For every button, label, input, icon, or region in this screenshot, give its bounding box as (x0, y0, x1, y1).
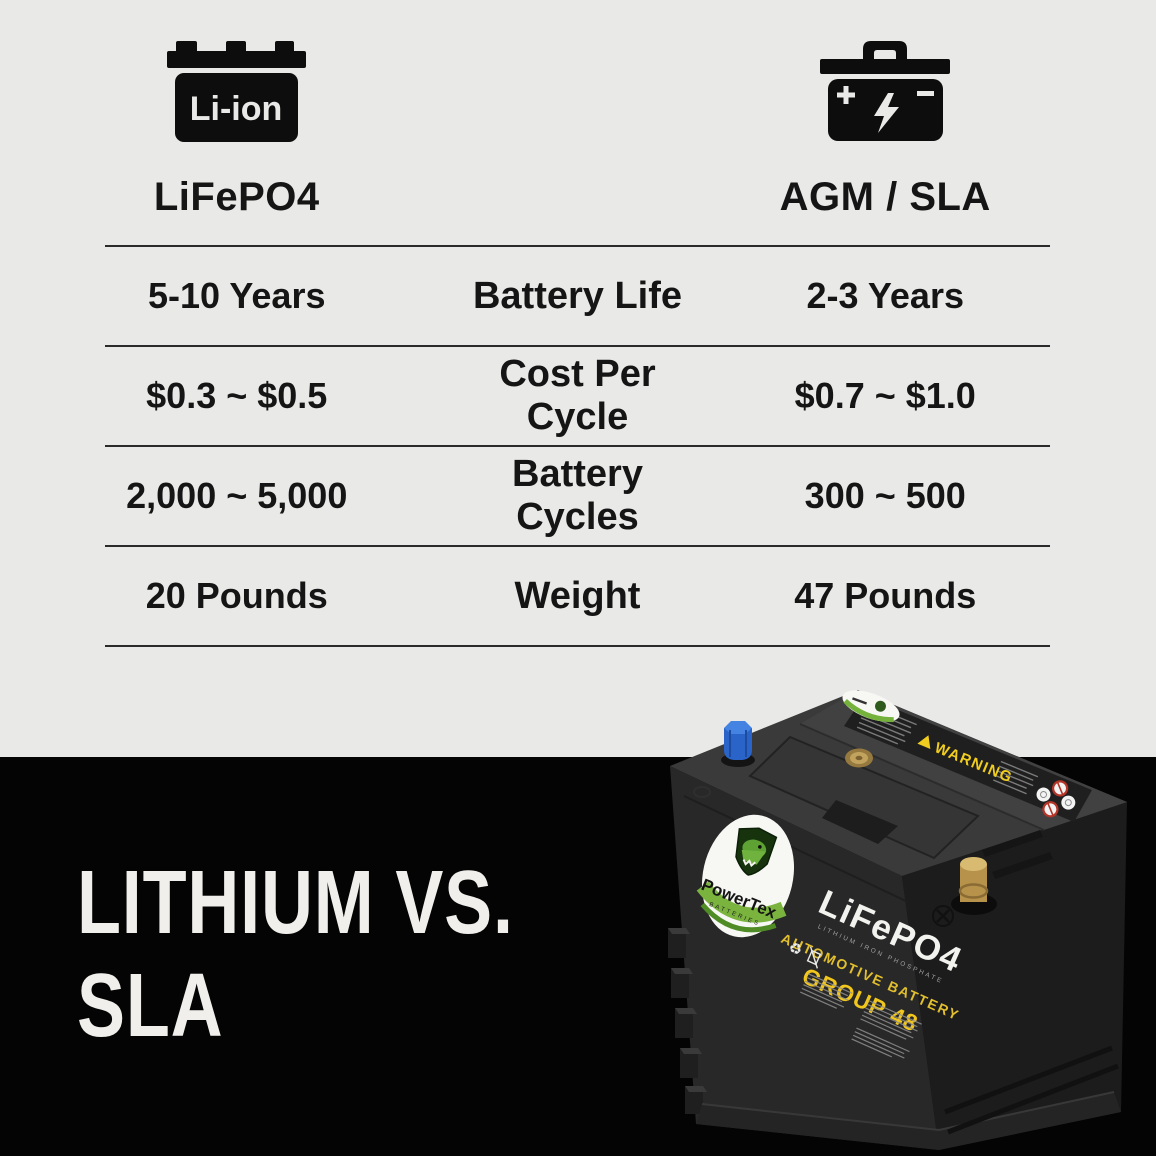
right-value: 300 ~ 500 (804, 475, 966, 516)
plus-icon (843, 86, 849, 104)
base-ledge (696, 1092, 1121, 1150)
table-row: 5-10 Years Battery Life 2-3 Years (105, 247, 1050, 347)
battery-top-bar (820, 59, 951, 74)
minus-icon (917, 91, 935, 96)
page-title-line1: LITHIUM VS. (77, 853, 514, 953)
right-column-title: AGM / SLA (779, 175, 991, 219)
lightning-icon (874, 93, 900, 133)
header-right-column: AGM / SLA (767, 36, 1051, 220)
warning-strip (844, 696, 1092, 822)
battery-handle (863, 41, 908, 61)
left-value: 5-10 Years (147, 275, 326, 316)
comparison-table: 5-10 Years Battery Life 2-3 Years $0.3 ~… (105, 245, 1050, 647)
table-header: Li-ion LiFePO4 (105, 36, 1050, 220)
base-ridges (944, 1045, 1119, 1135)
vent-slot (982, 830, 1043, 857)
table-row: 20 Pounds Weight 47 Pounds (105, 547, 1050, 647)
battery-body (175, 73, 299, 142)
right-value: 2-3 Years (806, 275, 964, 316)
table-row: 2,000 ~ 5,000 Battery Cycles 300 ~ 500 (105, 447, 1050, 547)
right-value: 47 Pounds (794, 575, 977, 616)
left-value: $0.3 ~ $0.5 (146, 375, 328, 416)
warning-triangle-icon (917, 735, 931, 749)
li-ion-battery-icon: Li-ion (167, 36, 307, 143)
left-value: 20 Pounds (145, 575, 328, 616)
cross-emboss-icon (932, 905, 954, 927)
fine-print-lines (799, 973, 922, 1059)
metric-label: Battery Cycles (512, 453, 643, 538)
left-column-title: LiFePO4 (153, 175, 320, 219)
agm-sla-battery-icon (818, 36, 952, 143)
side-flanges (668, 928, 707, 1114)
vent-plug (845, 748, 873, 768)
left-value: 2,000 ~ 5,000 (126, 475, 348, 516)
right-value: $0.7 ~ $1.0 (794, 375, 976, 416)
front-groove (683, 795, 909, 903)
mascot-icon (735, 827, 778, 876)
emboss-circle (693, 786, 711, 798)
crossed-bin-icon (806, 946, 822, 969)
page-title: LITHIUM VS. SLA (77, 852, 514, 1057)
hazard-badges-icon (1036, 780, 1076, 818)
vent-slot (992, 852, 1053, 879)
header-left-column: Li-ion LiFePO4 (105, 36, 389, 220)
gold-terminal-post (951, 857, 997, 915)
battery-top-bar (167, 51, 307, 68)
metric-label: Battery Life (472, 274, 683, 317)
metric-label: Cost Per Cycle (499, 353, 656, 438)
metric-label: Weight (514, 574, 641, 617)
header-middle-column (389, 36, 767, 220)
lid-handle-recess (748, 735, 980, 860)
table-row: $0.3 ~ $0.5 Cost Per Cycle $0.7 ~ $1.0 (105, 347, 1050, 447)
page-title-line2: SLA (77, 955, 224, 1056)
lid-handle-grip (822, 800, 898, 844)
lid-brand-badge (842, 690, 900, 723)
recycle-icon: ♻ (786, 939, 805, 960)
lid-step-edge (799, 723, 1045, 831)
li-ion-icon-text: Li-ion (190, 90, 283, 128)
blue-terminal-cap (721, 721, 755, 767)
battery-product-image: WARNING (668, 690, 1127, 1150)
powertex-badge: PowerTex BATTERIES (696, 814, 795, 938)
base-ledge-highlight (701, 1091, 1115, 1132)
